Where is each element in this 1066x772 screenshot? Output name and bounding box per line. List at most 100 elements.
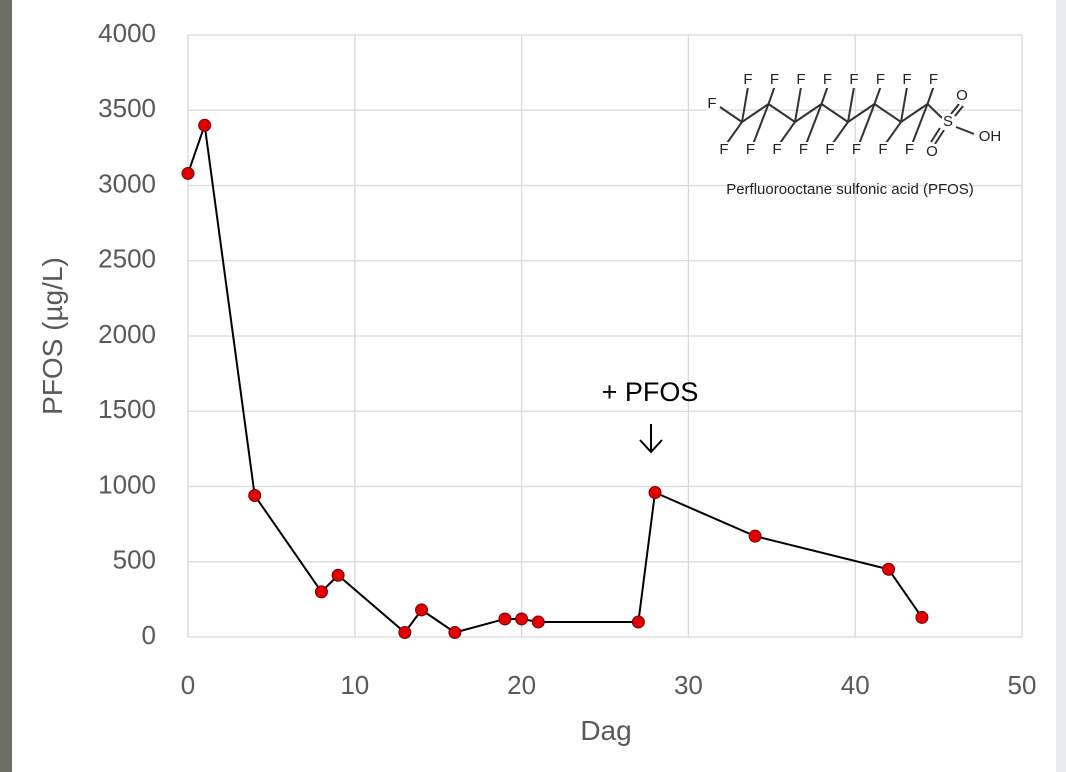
bond <box>911 103 929 144</box>
bond <box>752 103 770 144</box>
atom-bg <box>901 72 913 88</box>
data-point <box>398 625 412 639</box>
atom-bg <box>903 142 916 158</box>
bond <box>926 103 943 119</box>
atom-bg <box>768 72 781 88</box>
atom-label: F <box>876 71 885 88</box>
bond <box>779 121 796 144</box>
atom-label: F <box>743 71 752 88</box>
atom-bg <box>927 72 940 88</box>
y-tick-label: 4000 <box>98 18 156 48</box>
y-tick-label: 1500 <box>98 394 156 424</box>
bond <box>955 126 975 135</box>
x-tick-label: 30 <box>674 670 703 700</box>
bond <box>900 103 929 123</box>
atom-bg <box>821 72 834 88</box>
atom-bg <box>926 144 938 160</box>
atom-label: O <box>956 87 968 104</box>
atom-label: F <box>770 71 779 88</box>
bond <box>954 105 964 117</box>
atom-label: F <box>852 141 861 158</box>
annotation-arrow <box>639 424 663 454</box>
atom-label: F <box>746 141 755 158</box>
atom-bg <box>956 88 968 104</box>
data-point <box>915 610 929 624</box>
structure-drawing <box>719 86 975 145</box>
data-point <box>415 603 429 617</box>
atom-label: F <box>707 95 716 112</box>
y-axis-title: PFOS (µg/L) <box>37 257 68 415</box>
bond <box>820 103 849 123</box>
bond <box>873 103 902 123</box>
bond <box>741 86 749 123</box>
x-axis-title: Dag <box>580 715 631 746</box>
bond <box>719 106 743 123</box>
atom-bg <box>744 142 757 158</box>
bond <box>847 103 876 123</box>
data-point <box>198 118 212 132</box>
atom-bg <box>795 72 807 88</box>
bond <box>794 86 802 123</box>
data-point <box>448 625 462 639</box>
atom-label: F <box>849 71 858 88</box>
bond <box>934 129 945 145</box>
atom-label: F <box>823 71 832 88</box>
atom-label: F <box>825 141 834 158</box>
x-tick-label: 40 <box>841 670 870 700</box>
y-tick-label: 2500 <box>98 244 156 274</box>
atom-label: F <box>799 141 808 158</box>
data-point <box>631 615 645 629</box>
bond <box>726 121 743 144</box>
bond <box>900 86 908 123</box>
atom-bg <box>877 142 889 158</box>
bond <box>832 121 849 144</box>
data-point <box>181 166 195 180</box>
atom-bg <box>979 129 1001 145</box>
atom-bg <box>848 72 860 88</box>
atom-bg <box>874 72 887 88</box>
atom-bg <box>718 142 730 158</box>
atom-label: F <box>772 141 781 158</box>
x-tick-label: 10 <box>340 670 369 700</box>
data-point <box>331 568 345 582</box>
bond <box>950 103 960 115</box>
data-point <box>882 562 896 576</box>
bond <box>741 103 770 123</box>
background-strip <box>1056 0 1066 772</box>
y-tick-label: 3500 <box>98 93 156 123</box>
atom-bg <box>706 96 718 112</box>
atom-bg <box>742 72 754 88</box>
atom-bg <box>850 142 863 158</box>
x-tick-label: 0 <box>181 670 195 700</box>
bond <box>885 121 902 144</box>
x-tick-label: 50 <box>1008 670 1037 700</box>
y-tick-label: 0 <box>142 620 156 650</box>
bond <box>794 103 823 123</box>
atom-label: S <box>943 113 953 130</box>
data-point <box>314 585 328 599</box>
y-tick-label: 3000 <box>98 168 156 198</box>
atom-label: O <box>926 143 938 160</box>
data-point <box>648 486 662 500</box>
data-point <box>748 529 762 543</box>
background-strip <box>0 0 12 772</box>
atom-label: F <box>878 141 887 158</box>
bond <box>926 86 935 105</box>
atom-bg <box>942 114 954 130</box>
bond <box>858 103 876 144</box>
y-tick-label: 500 <box>113 545 156 575</box>
data-point <box>498 612 512 626</box>
y-tick-label: 1000 <box>98 469 156 499</box>
structure-caption: Perfluorooctane sulfonic acid (PFOS) <box>726 181 974 198</box>
x-tick-label: 20 <box>507 670 536 700</box>
bond <box>767 103 796 123</box>
bond <box>767 86 776 105</box>
data-line <box>187 124 923 634</box>
atom-bg <box>797 142 810 158</box>
atom-label: OH <box>979 128 1002 145</box>
data-point <box>248 489 262 503</box>
atom-label: F <box>902 71 911 88</box>
atom-bg <box>771 142 783 158</box>
